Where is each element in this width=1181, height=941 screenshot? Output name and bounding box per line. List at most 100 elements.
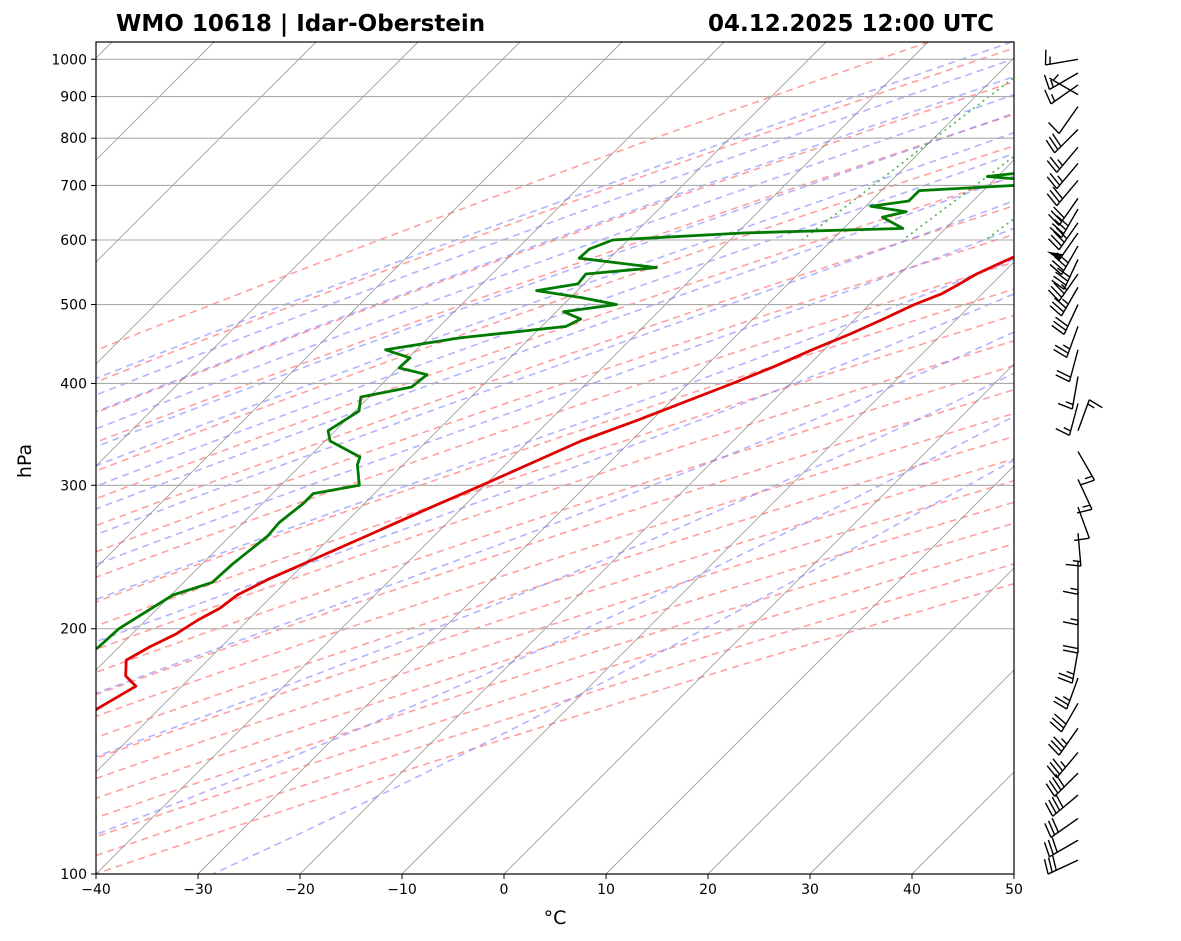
barb-full xyxy=(1049,721,1062,733)
plot-frame xyxy=(95,41,1015,875)
barb-full xyxy=(1057,402,1073,410)
barb-half xyxy=(1070,618,1079,622)
dry-adiabat xyxy=(96,175,1014,500)
barb-full xyxy=(1051,817,1059,833)
wind-barb xyxy=(1044,817,1079,838)
wind-barb xyxy=(1051,304,1079,335)
dry-adiabat xyxy=(96,364,1014,674)
x-axis-label: °C xyxy=(544,907,567,929)
barb-full xyxy=(1062,649,1079,654)
barb-full xyxy=(1053,230,1065,243)
chart-title-datetime: 04.12.2025 12:00 UTC xyxy=(708,11,994,37)
barb-full xyxy=(1055,427,1070,436)
barb-full xyxy=(1056,215,1069,227)
barb-half xyxy=(1062,695,1071,702)
barb-shaft xyxy=(1060,702,1079,733)
barb-full xyxy=(1045,139,1056,154)
barb-half xyxy=(1084,475,1093,480)
isotherm xyxy=(96,42,725,671)
isotherm xyxy=(809,669,1014,874)
barb-full xyxy=(1047,121,1060,135)
barb-full xyxy=(1055,316,1069,327)
barb-half xyxy=(1070,587,1079,591)
barb-full xyxy=(1043,842,1051,858)
barb-shaft xyxy=(1058,727,1079,756)
isotherm xyxy=(707,567,1014,874)
barb-full xyxy=(1053,320,1067,331)
barb-shaft xyxy=(1050,84,1079,105)
barb-full xyxy=(1047,289,1060,302)
barb-shaft xyxy=(1058,106,1079,134)
barb-full xyxy=(1048,799,1057,814)
dry-adiabat xyxy=(96,261,1014,579)
barb-shaft xyxy=(1066,326,1079,358)
wind-barb xyxy=(1046,179,1079,207)
wind-barb xyxy=(1051,259,1079,290)
y-tick-label: 500 xyxy=(60,298,87,314)
moist-adiabat xyxy=(96,75,1014,413)
dewpoint-line xyxy=(96,172,1014,651)
isotherm xyxy=(299,159,1014,874)
dry-adiabat xyxy=(96,113,1014,444)
barb-shaft xyxy=(1049,72,1079,91)
barb-full xyxy=(1062,590,1079,595)
wind-barb xyxy=(1049,286,1079,317)
barb-full xyxy=(1055,227,1068,240)
barb-full xyxy=(1051,855,1057,871)
wind-barb xyxy=(1049,74,1079,96)
barb-full xyxy=(1046,193,1058,207)
barb-full xyxy=(1054,219,1067,231)
barb-full xyxy=(1051,796,1061,811)
dry-adiabat xyxy=(96,42,930,352)
isotherm xyxy=(503,363,1014,874)
isotherm xyxy=(96,42,623,569)
wind-barb xyxy=(1045,128,1079,154)
barb-full xyxy=(1051,837,1058,853)
barb-shaft xyxy=(1063,304,1079,335)
barb-full xyxy=(1053,348,1068,359)
wind-barb xyxy=(1077,399,1103,431)
barb-full xyxy=(1054,256,1067,268)
barb-shaft xyxy=(1056,751,1079,779)
barb-full xyxy=(1049,189,1061,203)
barb-full xyxy=(1052,186,1064,200)
axis-ticks: −40 −30 −20 −10 0 10 20 30 40 50 1000 900 800 700 600 5… xyxy=(51,52,1023,898)
wind-barb xyxy=(1053,677,1079,710)
barb-full xyxy=(1048,780,1059,794)
barb-full xyxy=(1053,282,1065,295)
wind-barb xyxy=(1049,208,1079,239)
barb-shaft xyxy=(1060,208,1079,238)
barb-full xyxy=(1047,820,1056,836)
barb-full xyxy=(1053,275,1067,286)
barb-half xyxy=(1057,175,1064,183)
barb-full xyxy=(1045,783,1056,797)
barb-full xyxy=(1043,74,1051,90)
barb-full xyxy=(1053,700,1068,710)
wind-barb xyxy=(1044,84,1079,105)
barb-full xyxy=(1055,773,1065,788)
barb-half xyxy=(1060,760,1067,768)
barb-full xyxy=(1056,369,1071,378)
y-tick-label: 300 xyxy=(60,478,87,494)
barb-full xyxy=(1044,89,1052,105)
background-lines xyxy=(96,42,1014,874)
barb-full xyxy=(1054,696,1069,706)
wind-barb xyxy=(1062,591,1079,626)
barb-shaft xyxy=(1050,817,1079,838)
barb-full xyxy=(1050,234,1063,247)
wind-barb xyxy=(1046,162,1079,190)
barb-full xyxy=(1079,479,1095,486)
wind-barb xyxy=(1077,451,1096,486)
barb-half xyxy=(1063,427,1071,432)
barb-shaft xyxy=(1058,273,1079,302)
barb-full xyxy=(1046,160,1058,173)
barb-full xyxy=(1074,537,1090,542)
wind-barb xyxy=(1047,222,1079,251)
barb-full xyxy=(1057,676,1073,684)
barb-full xyxy=(1053,206,1065,219)
barb-shaft xyxy=(1058,232,1079,261)
x-tick-label: 20 xyxy=(699,882,717,898)
isotherm xyxy=(197,57,1014,874)
barb-shaft xyxy=(1058,222,1079,251)
